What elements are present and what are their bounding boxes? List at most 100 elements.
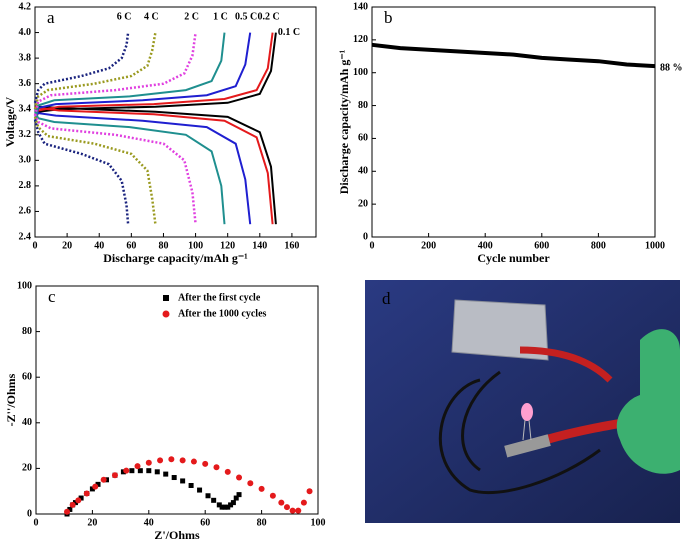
data-line: [34, 32, 274, 225]
y-tick-label: 140: [353, 1, 368, 12]
data-point: [64, 508, 71, 515]
data-point: [216, 502, 222, 508]
y-tick-label: 3.6: [19, 78, 32, 89]
y-tick-label: 40: [358, 166, 368, 177]
curve-label: 1 C: [213, 12, 228, 23]
y-axis-title: Discharge capacity/mAh g⁻¹: [337, 49, 351, 194]
x-tick-label: 140: [252, 240, 267, 251]
pouch-cell: [451, 299, 549, 361]
clip-jaw: [504, 434, 551, 458]
data-point: [83, 490, 90, 497]
data-point: [202, 460, 209, 467]
data-point: [213, 464, 220, 471]
data-point: [129, 468, 135, 474]
y-tick-label: 3.8: [19, 52, 32, 63]
data-point: [190, 458, 197, 465]
data-point: [236, 474, 243, 481]
data-point: [228, 502, 234, 508]
data-point: [154, 469, 160, 475]
data-point: [219, 504, 225, 510]
x-tick-label: 0: [33, 240, 38, 251]
y-tick-label: 3.4: [19, 104, 32, 115]
data-point: [205, 493, 211, 499]
data-point: [168, 456, 175, 463]
x-tick-label: 60: [126, 240, 136, 251]
data-point: [72, 500, 78, 506]
data-point: [211, 497, 217, 503]
x-tick-label: 40: [144, 517, 154, 528]
x-tick-label: 20: [87, 517, 97, 528]
y-tick-label: 2.6: [19, 206, 32, 217]
data-point: [78, 495, 84, 501]
annotation: 88 %: [660, 62, 683, 73]
data-point: [224, 468, 231, 475]
x-tick-label: 20: [62, 240, 72, 251]
y-tick-label: 2.8: [19, 180, 32, 191]
data-point: [188, 483, 194, 488]
data-point: [67, 506, 73, 512]
data-point: [236, 492, 242, 498]
plot-frame: [371, 6, 656, 238]
x-tick-label: 400: [478, 240, 493, 251]
clip: [519, 346, 613, 383]
y-tick-label: 100: [353, 67, 368, 78]
curve-label: 0.2 C: [258, 12, 280, 23]
x-tick-label: 0: [34, 517, 39, 528]
panel-letter: d: [382, 289, 391, 308]
y-tick-label: 100: [17, 280, 32, 291]
x-tick-label: 80: [158, 240, 168, 251]
data-point: [230, 500, 236, 506]
data-point: [163, 471, 169, 477]
y-tick-label: 3.0: [19, 155, 32, 166]
data-point: [100, 476, 107, 483]
x-axis-title: Z'/Ohms: [154, 528, 200, 542]
data-point: [123, 467, 130, 474]
y-tick-label: 60: [358, 133, 368, 144]
data-point: [289, 507, 296, 514]
x-tick-label: 200: [421, 240, 436, 251]
x-tick-label: 800: [591, 240, 606, 251]
y-tick-label: 4.2: [19, 1, 32, 12]
data-point: [92, 483, 99, 490]
data-line: [371, 42, 656, 69]
data-point: [134, 463, 141, 470]
y-tick-label: 4.0: [19, 27, 32, 38]
data-point: [89, 486, 95, 492]
photo: d: [365, 280, 680, 523]
data-line: [33, 32, 197, 225]
led: [521, 403, 533, 421]
y-tick-label: 20: [358, 198, 368, 209]
led-leg: [528, 419, 532, 441]
data-point: [306, 488, 313, 495]
data-line: [34, 32, 252, 225]
data-point: [269, 492, 276, 499]
data-point: [145, 459, 152, 466]
wire: [438, 378, 601, 495]
data-point: [137, 468, 143, 474]
glove: [616, 329, 680, 474]
data-line: [33, 32, 157, 225]
panel-letter: b: [384, 8, 393, 27]
data-point: [283, 504, 290, 511]
y-tick-label: 3.2: [19, 129, 32, 140]
data-line: [33, 32, 130, 225]
data-point: [69, 501, 76, 508]
legend-label: After the first cycle: [178, 292, 261, 303]
curve-label: 0.5 C: [235, 12, 257, 23]
y-tick-label: 0: [27, 508, 32, 519]
curve-label: 0.1 C: [278, 27, 300, 38]
data-point: [233, 495, 239, 501]
data-point: [171, 475, 177, 481]
x-tick-label: 1000: [645, 240, 665, 251]
x-tick-label: 100: [311, 517, 326, 528]
data-point: [75, 497, 82, 504]
y-tick-label: 120: [353, 34, 368, 45]
data-point: [146, 468, 152, 474]
curve-label: 2 C: [184, 12, 199, 23]
data-point: [180, 478, 186, 484]
y-tick-label: 80: [358, 100, 368, 111]
curve-label: 4 C: [144, 12, 159, 23]
data-point: [157, 457, 164, 464]
data-point: [295, 507, 302, 514]
